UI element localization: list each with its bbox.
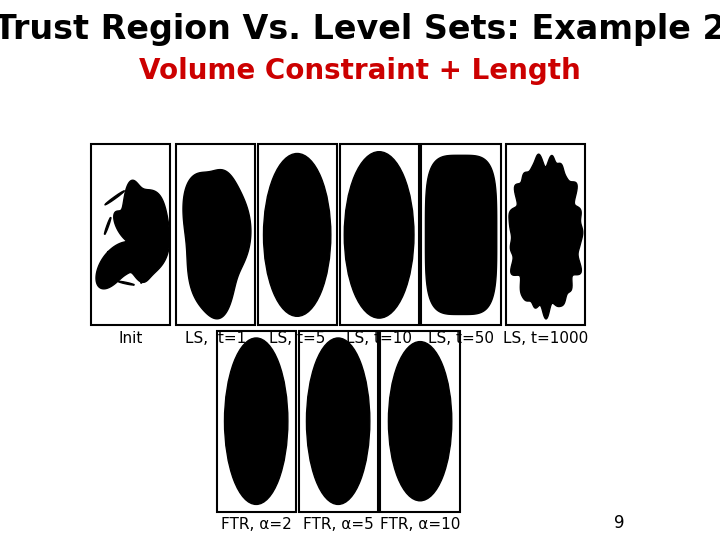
Ellipse shape [307,338,370,504]
Bar [506,145,585,325]
Polygon shape [96,180,170,289]
Bar [299,330,378,512]
Bar [91,145,170,325]
Bar [421,145,500,325]
Ellipse shape [105,191,125,205]
Ellipse shape [108,251,113,265]
Text: LS, t=50: LS, t=50 [428,330,494,346]
Text: 9: 9 [614,514,625,532]
Text: FTR, α=5: FTR, α=5 [303,517,374,532]
Text: Init: Init [118,330,143,346]
Bar [217,330,296,512]
Text: LS, t=10: LS, t=10 [346,330,412,346]
Text: FTR, α=10: FTR, α=10 [380,517,460,532]
Ellipse shape [118,281,135,285]
Ellipse shape [104,218,111,234]
Text: LS, t=5: LS, t=5 [269,330,325,346]
Ellipse shape [264,153,330,316]
Bar [340,145,419,325]
Text: Volume Constraint + Length: Volume Constraint + Length [139,57,581,85]
Ellipse shape [225,338,288,504]
Ellipse shape [140,271,153,283]
Polygon shape [183,170,251,319]
Polygon shape [509,154,582,319]
Ellipse shape [344,152,414,318]
Ellipse shape [127,189,148,195]
Ellipse shape [147,258,155,272]
Text: LS,  t=1: LS, t=1 [184,330,246,346]
Ellipse shape [388,342,451,501]
Bar [380,330,459,512]
Text: FTR, α=2: FTR, α=2 [221,517,292,532]
Text: LS, t=1000: LS, t=1000 [503,330,588,346]
Text: Trust Region Vs. Level Sets: Example 2: Trust Region Vs. Level Sets: Example 2 [0,14,720,46]
Ellipse shape [151,219,156,237]
Bar [258,145,337,325]
Bar [176,145,255,325]
Polygon shape [426,156,497,314]
